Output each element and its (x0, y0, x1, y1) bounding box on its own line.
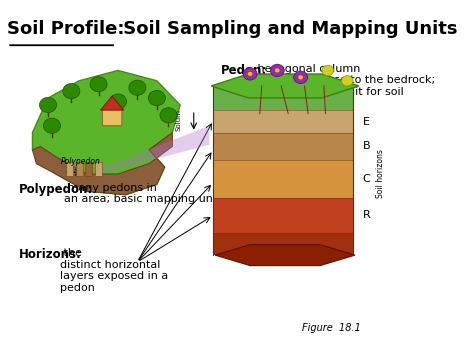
Circle shape (129, 80, 146, 95)
Text: Polypedon: Polypedon (61, 157, 101, 166)
Text: many pedons in
an area; basic mapping unit: many pedons in an area; basic mapping un… (64, 183, 220, 204)
Circle shape (322, 65, 334, 76)
Circle shape (341, 76, 353, 86)
Polygon shape (213, 133, 353, 160)
Circle shape (39, 97, 56, 112)
Text: Horizons:: Horizons: (19, 248, 82, 261)
Text: Soil Profile:: Soil Profile: (7, 21, 125, 38)
Polygon shape (213, 198, 353, 233)
Circle shape (160, 108, 177, 123)
Circle shape (148, 90, 165, 106)
Text: Figure  18.1: Figure 18.1 (302, 323, 361, 333)
Text: B: B (363, 141, 370, 151)
FancyBboxPatch shape (76, 162, 82, 176)
Circle shape (43, 118, 61, 133)
Text: Soil Sampling and Mapping Units: Soil Sampling and Mapping Units (117, 21, 458, 38)
Polygon shape (33, 70, 180, 195)
FancyBboxPatch shape (95, 162, 102, 176)
Circle shape (63, 84, 80, 99)
Circle shape (109, 94, 127, 109)
Polygon shape (213, 110, 353, 133)
Polygon shape (211, 74, 359, 98)
Text: Solum: Solum (175, 110, 181, 132)
Text: C: C (363, 174, 371, 184)
FancyBboxPatch shape (66, 162, 73, 176)
Polygon shape (213, 160, 353, 198)
Circle shape (270, 64, 284, 77)
Polygon shape (100, 126, 210, 174)
FancyBboxPatch shape (85, 162, 92, 176)
Text: R: R (363, 211, 371, 220)
Circle shape (248, 72, 253, 76)
Circle shape (243, 68, 257, 80)
Text: E: E (363, 117, 370, 127)
Polygon shape (100, 96, 124, 110)
Polygon shape (213, 233, 353, 255)
Text: Pedon:: Pedon: (221, 64, 267, 77)
Text: the
distinct horizontal
layers exposed in a
pedon: the distinct horizontal layers exposed i… (60, 248, 168, 293)
Polygon shape (102, 98, 122, 126)
Text: Soil horizons: Soil horizons (376, 150, 385, 198)
Polygon shape (215, 245, 355, 266)
Circle shape (298, 75, 303, 79)
Polygon shape (33, 133, 173, 195)
Text: Polypedon:: Polypedon: (19, 183, 93, 196)
Circle shape (293, 71, 308, 84)
Polygon shape (213, 86, 353, 110)
Text: hexagonal column
from the surface to the bedrock;
basic sampling unit for soil
s: hexagonal column from the surface to the… (254, 64, 435, 108)
Circle shape (275, 68, 280, 72)
Circle shape (90, 77, 107, 92)
